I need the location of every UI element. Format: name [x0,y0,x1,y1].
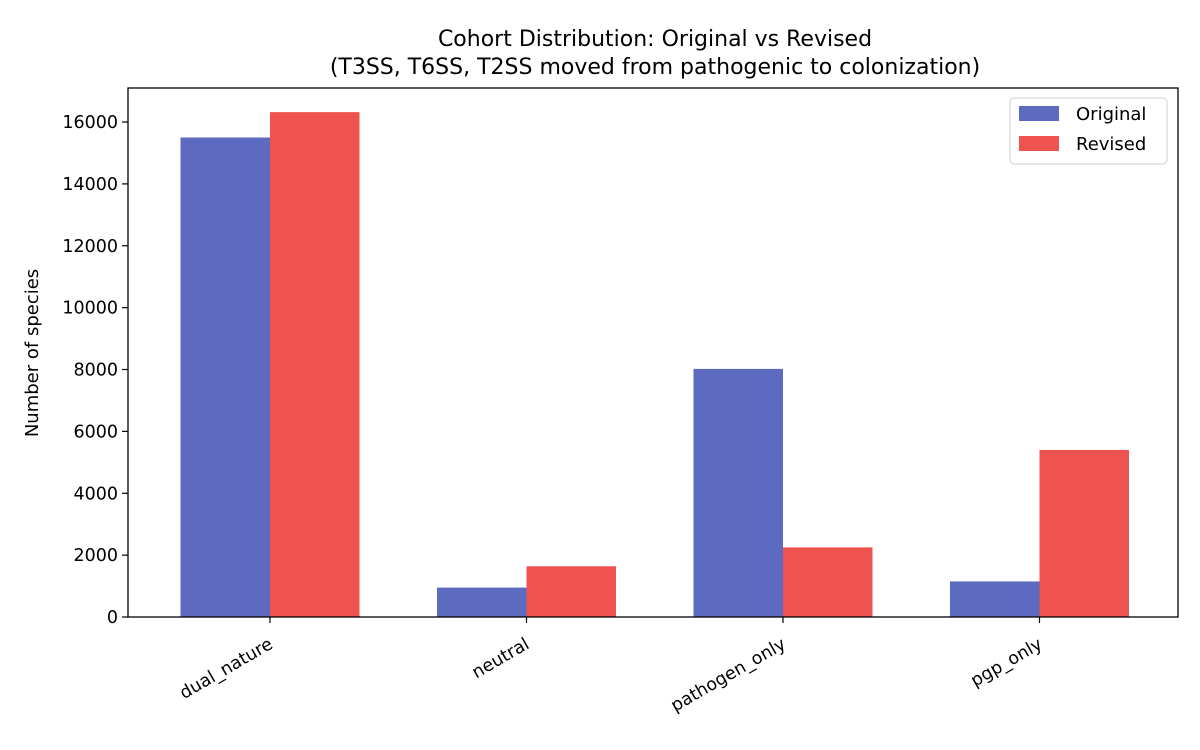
legend-label-original: Original [1076,104,1146,125]
plot-frame [127,87,1179,618]
y-tick-label: 4000 [73,484,118,504]
y-tick-label: 10000 [62,299,118,319]
y-tick-label: 14000 [62,175,118,195]
bar-revised-pathogen-only [783,547,873,617]
y-axis-ticks: 0 2000 4000 6000 8000 10000 12000 14000 16000 [62,113,128,628]
y-axis-label: Number of species [22,269,43,437]
bar-revised-neutral [526,566,616,617]
y-tick-label: 6000 [73,422,118,442]
bar-revised-dual-nature [270,112,360,617]
y-tick-label: 12000 [62,237,118,257]
bars-group [180,112,1129,617]
y-tick-label: 2000 [73,546,118,566]
bar-original-dual-nature [180,137,270,617]
bar-original-neutral [437,587,527,617]
legend-swatch-original [1019,106,1059,121]
bar-original-pgp-only [950,581,1040,617]
bar-revised-pgp-only [1039,449,1129,617]
y-tick-label: 0 [107,608,118,628]
chart-subtitle: (T3SS, T6SS, T2SS moved from pathogenic … [330,55,980,80]
legend-label-revised: Revised [1076,134,1146,155]
legend-swatch-revised [1019,136,1059,151]
legend: Original Revised [1009,97,1168,165]
bar-original-pathogen-only [693,368,783,617]
y-tick-label: 8000 [73,361,118,381]
y-tick-label: 16000 [62,113,118,133]
chart-title: Cohort Distribution: Original vs Revised [438,27,872,52]
